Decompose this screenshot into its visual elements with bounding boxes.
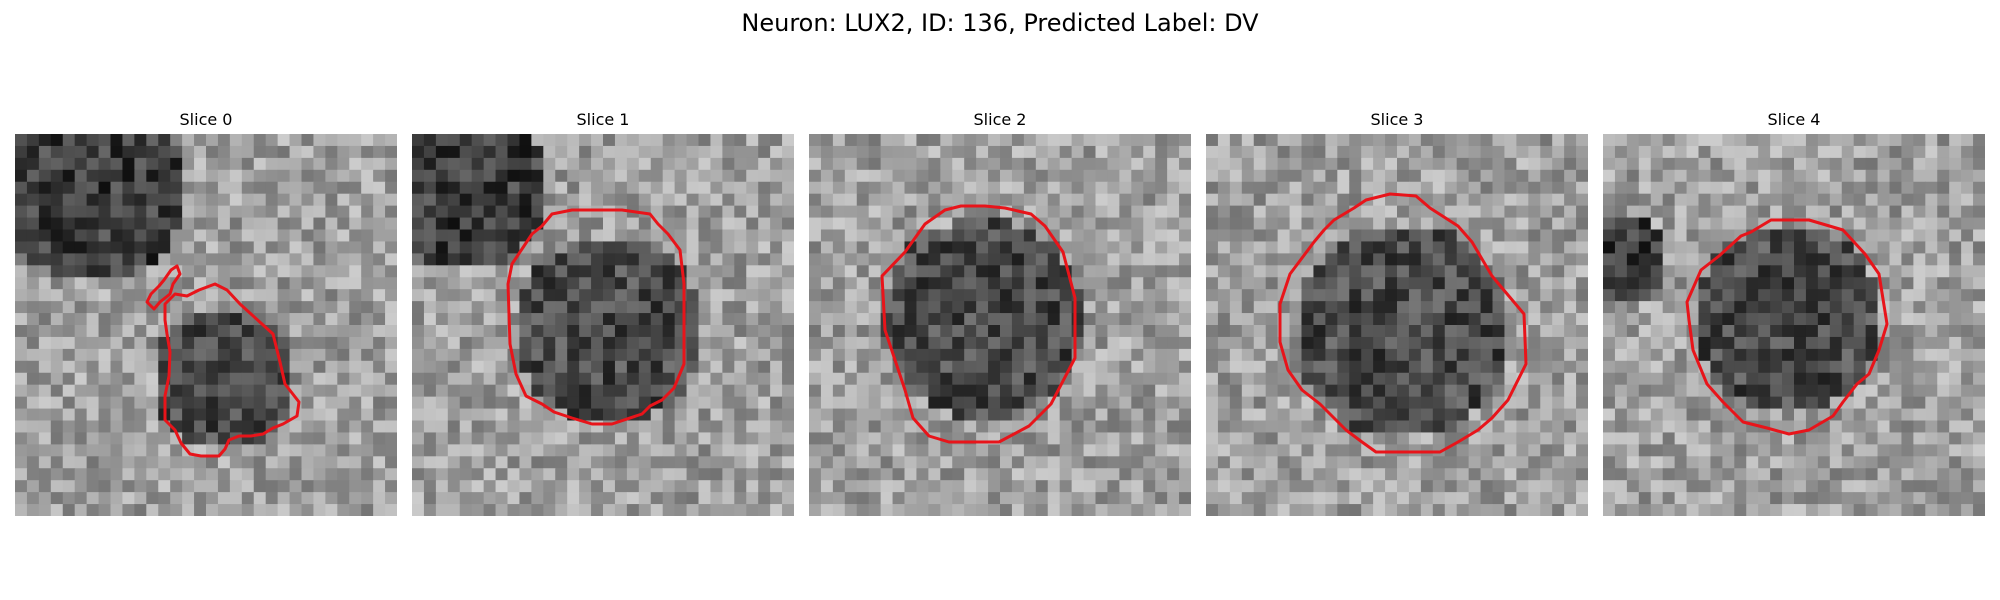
slice-title: Slice 3 bbox=[1370, 110, 1424, 129]
slice-title: Slice 4 bbox=[1767, 110, 1821, 129]
segmentation-outline bbox=[145, 264, 301, 458]
microscopy-image bbox=[1603, 134, 1985, 516]
segmentation-outline bbox=[880, 204, 1077, 444]
segmentation-outline bbox=[1685, 218, 1889, 436]
microscopy-image bbox=[412, 134, 794, 516]
grayscale-pixels bbox=[15, 134, 397, 516]
figure-title: Neuron: LUX2, ID: 136, Predicted Label: … bbox=[741, 9, 1259, 37]
microscopy-image bbox=[809, 134, 1191, 516]
segmentation-outline bbox=[506, 208, 686, 426]
grayscale-pixels bbox=[1603, 134, 1985, 516]
slice-title: Slice 2 bbox=[973, 110, 1027, 129]
grayscale-pixels bbox=[1206, 134, 1588, 516]
microscopy-image bbox=[1206, 134, 1588, 516]
microscopy-image bbox=[15, 134, 397, 516]
grayscale-pixels bbox=[412, 134, 794, 516]
slice-title: Slice 0 bbox=[179, 110, 233, 129]
slice-title: Slice 1 bbox=[576, 110, 630, 129]
segmentation-outline bbox=[1278, 192, 1528, 454]
grayscale-pixels bbox=[809, 134, 1191, 516]
